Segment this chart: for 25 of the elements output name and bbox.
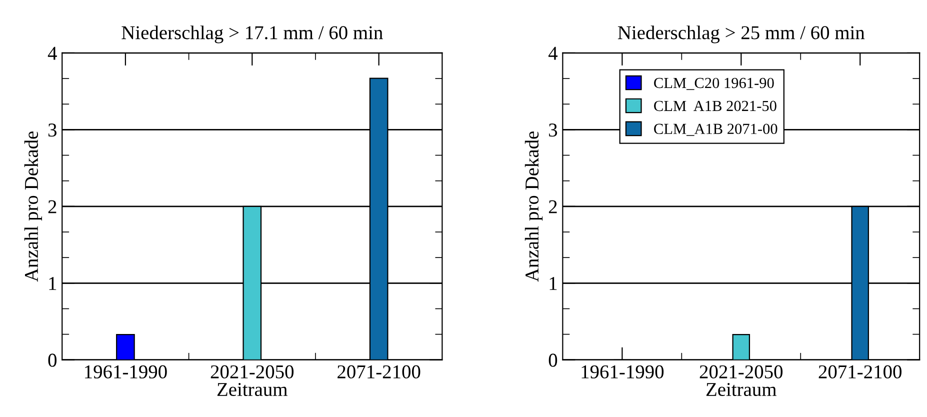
x-axis-title: Zeitraum: [217, 382, 288, 396]
y-tick-label: 3: [549, 124, 558, 137]
y-tick-label: 0: [48, 354, 57, 367]
x-tick-label: 2021-2050: [700, 365, 783, 378]
x-axis-title: Zeitraum: [706, 382, 776, 396]
x-tick-label: 1961-1990: [85, 365, 167, 378]
y-tick-label: 2: [548, 200, 557, 214]
legend-label: CLM A1B 2021-50: [654, 100, 776, 112]
y-tick-label: 1: [550, 277, 557, 290]
y-axis-title: Anzahl pro Dekade: [24, 132, 42, 282]
y-axis-title: Anzahl pro Dekade: [524, 132, 543, 282]
legend-label: CLM_C20 1961-90: [654, 78, 774, 90]
y-tick-label: 2: [48, 200, 56, 214]
chart-title: Niederschlag > 17.1 mm / 60 min: [122, 26, 383, 44]
x-tick-label: 2021-2050: [210, 365, 294, 378]
legend-label: CLM_A1B 2071-00: [654, 124, 778, 136]
x-tick-label: 1961-1990: [582, 365, 664, 378]
y-tick-label: 0: [548, 354, 558, 367]
y-tick-label: 1: [49, 277, 56, 290]
y-tick-label: 4: [548, 46, 558, 60]
y-tick-label: 3: [48, 124, 56, 137]
chart-title: Niederschlag > 25 mm / 60 min: [618, 26, 865, 44]
y-tick-label: 4: [48, 46, 57, 60]
x-tick-label: 2071-2100: [338, 365, 420, 378]
x-tick-label: 2071-2100: [818, 365, 902, 378]
